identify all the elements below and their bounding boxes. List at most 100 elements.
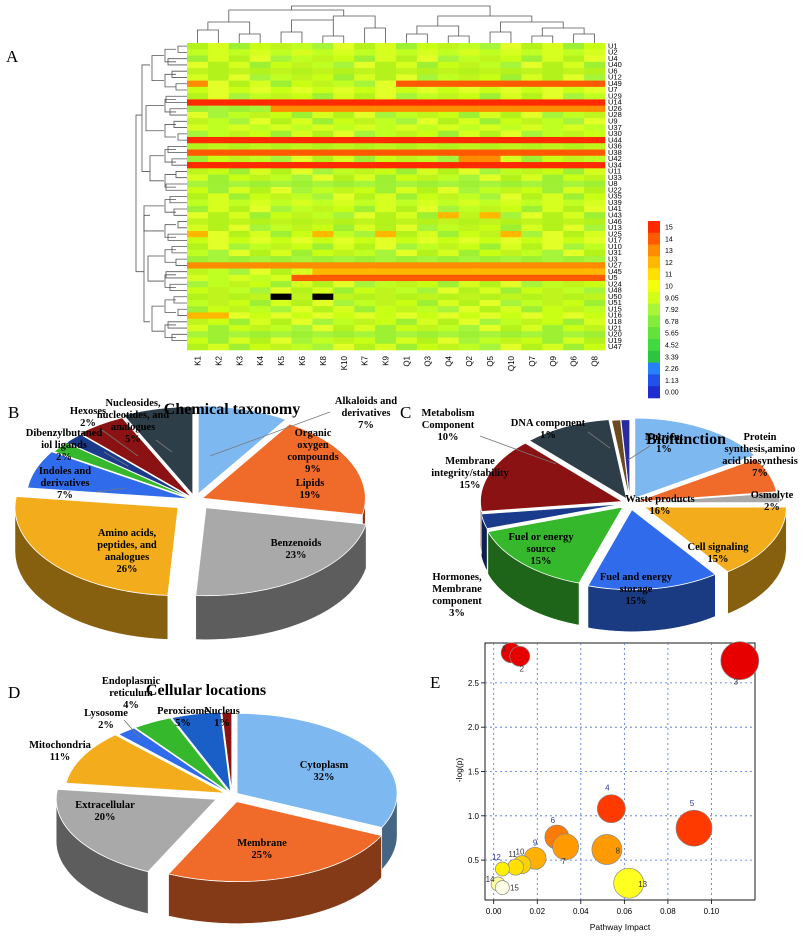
heatmap-cell: [312, 143, 334, 150]
heatmap-cell: [270, 61, 292, 69]
heatmap-cell: [354, 218, 376, 225]
pie-label-pct: 19%: [300, 490, 321, 501]
heatmap-cell: [416, 74, 439, 81]
heatmap-cell: [249, 61, 271, 69]
heatmap-cell: [521, 49, 543, 56]
heatmap-cell: [437, 318, 459, 326]
heatmap-cell: [437, 262, 459, 269]
heatmap-cell: [187, 111, 209, 119]
heatmap-cell: [291, 55, 313, 63]
heatmap-cell: [584, 149, 606, 157]
heatmap-cell: [479, 187, 501, 194]
heatmap-cell: [563, 243, 585, 251]
heatmap-cell: [187, 155, 209, 163]
dendrogram-branch: [322, 35, 345, 43]
heatmap-cell: [312, 111, 334, 119]
heatmap-cell: [375, 130, 397, 138]
colorbar-swatch: [648, 268, 660, 281]
heatmap-cell: [437, 49, 459, 56]
heatmap-cell: [249, 268, 271, 276]
heatmap-cell: [500, 274, 522, 282]
heatmap-cell: [270, 256, 292, 263]
heatmap-cell: [354, 230, 376, 238]
dendrogram-branch: [141, 64, 150, 172]
heatmap-cell: [563, 168, 585, 175]
heatmap-cell: [542, 118, 564, 125]
heatmap-cell: [312, 130, 334, 138]
heatmap-cell: [354, 299, 376, 307]
heatmap-cell: [375, 180, 397, 188]
heatmap-cell: [416, 180, 439, 188]
heatmap-cell: [458, 124, 480, 132]
heatmap-cell: [584, 193, 606, 200]
heatmap-cell: [333, 68, 355, 75]
heatmap-cell: [207, 80, 230, 88]
heatmap-cell: [291, 168, 313, 175]
heatmap-cell: [187, 49, 209, 56]
heatmap-cell: [354, 149, 376, 157]
heatmap-cell: [249, 299, 271, 307]
heatmap-cell: [416, 281, 439, 288]
heatmap-row-label: U37: [608, 123, 622, 132]
heatmap-cell: [500, 86, 522, 94]
heatmap-cell: [542, 43, 564, 50]
heatmap-cell: [479, 86, 501, 94]
colorbar-tick-label: 13: [665, 248, 673, 255]
heatmap-cell: [207, 118, 230, 125]
heatmap-cell: [187, 55, 209, 63]
heatmap-row-label: U4: [608, 54, 618, 63]
heatmap-cell: [207, 337, 230, 345]
heatmap-cell: [375, 174, 397, 182]
heatmap-cell: [312, 324, 334, 332]
heatmap-cell: [291, 318, 313, 326]
dendrogram-branch: [489, 31, 512, 43]
heatmap-cell: [542, 111, 564, 119]
pie-label-line: Endoplasmic: [102, 676, 161, 687]
heatmap-cell: [207, 324, 230, 332]
heatmap-cell: [437, 86, 459, 94]
pie-label-line: Membrane: [237, 838, 287, 849]
heatmap-cell: [249, 49, 271, 56]
heatmap-cell: [437, 130, 459, 138]
heatmap-cell: [333, 306, 355, 313]
heatmap-cell: [270, 230, 292, 238]
heatmap-cell: [375, 187, 397, 194]
heatmap-cell: [354, 199, 376, 207]
heatmap-cell: [249, 331, 271, 338]
heatmap-cell: [333, 118, 355, 125]
colorbar-swatch: [648, 303, 660, 316]
heatmap-cell: [500, 43, 522, 50]
heatmap-cell: [270, 130, 292, 138]
heatmap-cell: [416, 155, 439, 163]
heatmap-cell: [396, 299, 418, 307]
heatmap-cell: [312, 274, 334, 282]
heatmap-cell: [312, 230, 334, 238]
heatmap-cell: [563, 331, 585, 338]
heatmap-cell: [187, 61, 209, 69]
heatmap-cell: [563, 61, 585, 69]
heatmap-cell: [416, 99, 439, 106]
heatmap-cell: [521, 237, 543, 244]
pie-slice-top: [195, 507, 367, 597]
heatmap-cell: [249, 162, 271, 169]
heatmap-cell: [458, 118, 480, 125]
heatmap-cell: [479, 230, 501, 238]
heatmap-cell: [270, 162, 292, 169]
heatmap-cell: [479, 61, 501, 69]
heatmap-cell: [249, 243, 271, 251]
heatmap-cell: [187, 136, 209, 144]
heatmap-cell: [333, 262, 355, 269]
heatmap-cell: [416, 86, 439, 94]
heatmap-cell: [521, 86, 543, 94]
heatmap-cell: [228, 99, 250, 106]
heatmap-cell: [396, 111, 418, 119]
heatmap-cell: [291, 293, 313, 301]
heatmap-column-label: K8: [319, 355, 328, 365]
heatmap-cell: [500, 130, 522, 138]
heatmap-cell: [563, 218, 585, 225]
heatmap-cell: [291, 49, 313, 56]
heatmap-cell: [187, 212, 209, 219]
heatmap-cell: [228, 93, 250, 100]
heatmap-cell: [458, 105, 480, 113]
heatmap-cell: [375, 155, 397, 163]
